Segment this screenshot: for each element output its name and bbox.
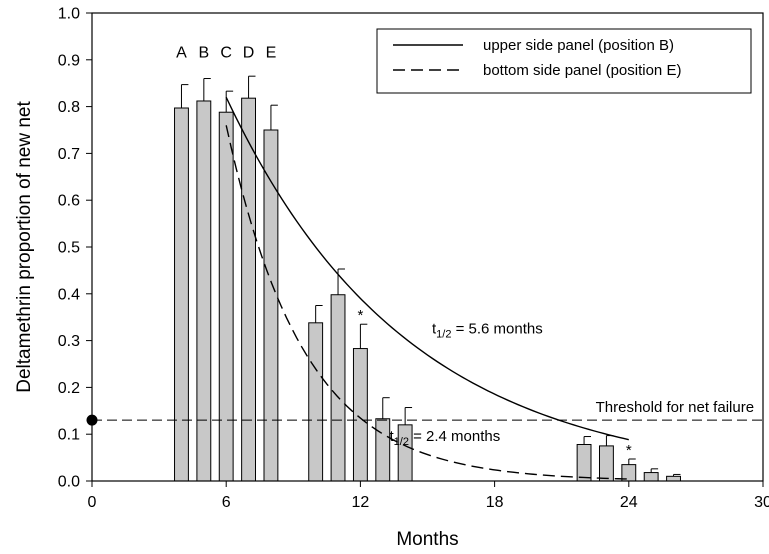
bar-month-13 [375, 418, 391, 482]
x-tick-label-30: 30 [754, 494, 769, 511]
position-label-A: A [176, 44, 187, 61]
x-tick-label-24: 24 [620, 494, 638, 511]
bar-month-5 [196, 100, 212, 482]
bar-month-6 [218, 111, 234, 482]
half-life-label-bottom: t1/2 = 2.4 months [389, 428, 500, 448]
y-axis-title: Deltamethrin proportion of new net [14, 101, 35, 393]
curves-group [225, 96, 629, 480]
bar-month-22 [576, 443, 592, 482]
position-label-B: B [198, 44, 209, 61]
position-label-C: C [220, 44, 232, 61]
asterisk-month-24: * [626, 442, 632, 459]
asterisk-month-12: * [357, 307, 363, 324]
bars-group [174, 97, 681, 482]
position-label-D: D [243, 44, 255, 61]
bar-month-4 [174, 107, 189, 482]
y-tick-label-0.3: 0.3 [58, 333, 80, 350]
y-tick-label-0.0: 0.0 [58, 474, 80, 491]
x-axis-title: Months [396, 529, 458, 550]
error-bars-group [180, 75, 681, 477]
curve-bottom-side-panel [225, 125, 629, 480]
bar-month-12 [352, 348, 368, 482]
labels-group: A B C D E * * t1/2 = 5.6 months t1/2 = 2.4 month… [176, 44, 632, 459]
position-label-E: E [266, 44, 277, 61]
bar-month-25 [643, 472, 659, 482]
bar-month-11 [330, 294, 346, 482]
threshold-label: Threshold for net failure [596, 399, 754, 416]
bar-month-23 [598, 445, 614, 482]
y-tick-label-0.4: 0.4 [58, 286, 80, 303]
legend: upper side panel (position B) bottom sid… [376, 28, 752, 94]
y-tick-label-0.6: 0.6 [58, 193, 80, 210]
x-tick-label-0: 0 [88, 494, 97, 511]
legend-label-bottom: bottom side panel (position E) [483, 62, 681, 79]
y-tick-label-1.0: 1.0 [58, 6, 80, 23]
ticks-group: 0 6 12 18 24 30 0.0 0.1 0.2 0.3 0.4 0.5 0.6 0.7 0.8 0.9… [58, 6, 769, 512]
x-tick-label-18: 18 [486, 494, 504, 511]
y-tick-label-0.9: 0.9 [58, 52, 80, 69]
y-tick-label-0.7: 0.7 [58, 146, 80, 163]
y-tick-label-0.5: 0.5 [58, 240, 80, 257]
y-tick-label-0.8: 0.8 [58, 99, 80, 116]
legend-label-upper: upper side panel (position B) [483, 37, 674, 54]
half-life-label-upper: t1/2 = 5.6 months [432, 321, 543, 341]
curve-upper-side-panel [225, 96, 629, 441]
bar-month-7 [241, 97, 257, 482]
bar-month-26 [666, 475, 681, 482]
y-tick-label-0.1: 0.1 [58, 427, 80, 444]
x-tick-label-12: 12 [352, 494, 370, 511]
legend-box [376, 28, 752, 94]
y-tick-label-0.2: 0.2 [58, 380, 80, 397]
x-tick-label-6: 6 [222, 494, 231, 511]
bar-month-10 [308, 322, 324, 482]
